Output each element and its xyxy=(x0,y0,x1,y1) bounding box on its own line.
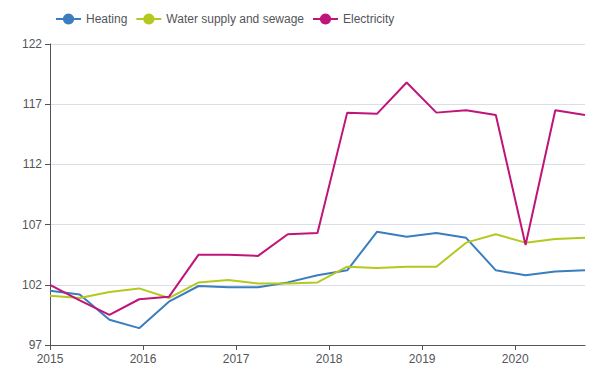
svg-text:97: 97 xyxy=(29,338,43,352)
svg-text:102: 102 xyxy=(22,278,42,292)
svg-text:112: 112 xyxy=(23,157,42,171)
svg-text:107: 107 xyxy=(22,218,42,232)
svg-text:Electricity: Electricity xyxy=(343,12,394,26)
svg-text:2020: 2020 xyxy=(502,352,529,366)
svg-text:Heating: Heating xyxy=(86,12,127,26)
svg-text:117: 117 xyxy=(23,97,42,111)
svg-text:2018: 2018 xyxy=(316,352,343,366)
svg-text:2015: 2015 xyxy=(37,352,64,366)
svg-text:2016: 2016 xyxy=(130,352,157,366)
svg-text:122: 122 xyxy=(22,37,42,51)
svg-text:2019: 2019 xyxy=(409,352,436,366)
svg-text:2017: 2017 xyxy=(223,352,250,366)
svg-text:Water supply and sewage: Water supply and sewage xyxy=(166,12,304,26)
